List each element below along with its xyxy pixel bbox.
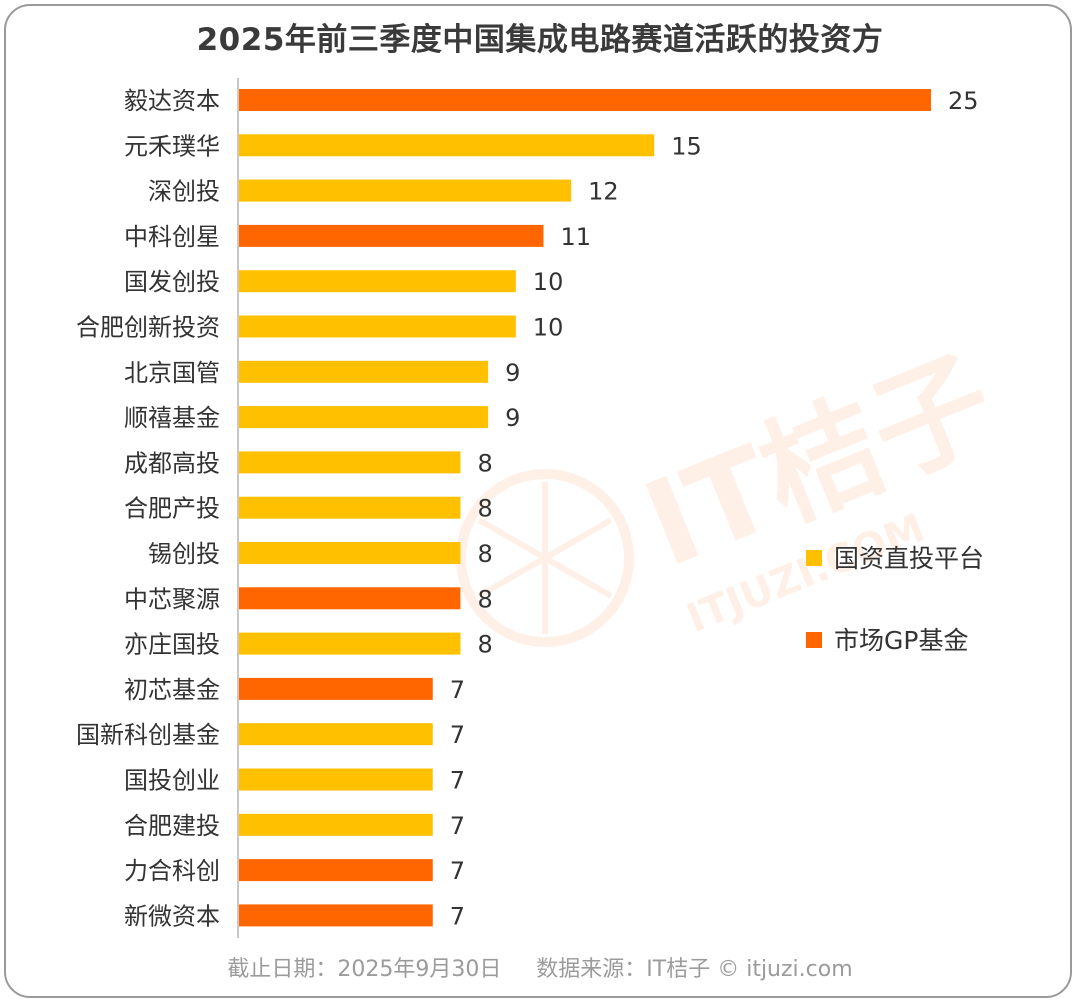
- category-label: 国投创业: [124, 767, 220, 795]
- bar: [239, 632, 461, 655]
- data-label: 7: [450, 857, 465, 885]
- bar: [239, 360, 489, 383]
- footer-source: 截止日期：2025年9月30日 数据来源：IT桔子 © itjuzi.com: [227, 957, 853, 982]
- data-label: 11: [560, 223, 591, 251]
- category-label: 锡创投: [148, 540, 220, 568]
- legend-swatch: [806, 632, 822, 648]
- data-label: 7: [450, 767, 465, 795]
- data-label: 8: [477, 540, 492, 568]
- data-label: 8: [477, 449, 492, 477]
- category-label: 中科创星: [124, 223, 220, 251]
- category-label: 合肥建投: [124, 812, 220, 840]
- bar: [239, 859, 433, 882]
- category-label: 元禾璞华: [124, 132, 220, 160]
- legend-label: 国资直投平台: [834, 544, 984, 573]
- data-label: 7: [450, 721, 465, 749]
- data-label: 7: [450, 812, 465, 840]
- data-label: 9: [505, 359, 520, 387]
- legend-label: 市场GP基金: [834, 626, 968, 655]
- data-label: 8: [477, 495, 492, 523]
- data-label: 7: [450, 676, 465, 704]
- data-label: 15: [671, 132, 702, 160]
- category-label: 北京国管: [124, 359, 220, 387]
- bar: [239, 542, 461, 564]
- bar: [239, 315, 516, 338]
- bar: [239, 677, 433, 700]
- category-label: 亦庄国投: [124, 631, 220, 659]
- data-label: 10: [533, 314, 564, 342]
- category-label: 合肥创新投资: [76, 314, 220, 342]
- bar: [239, 768, 433, 791]
- category-label: 毅达资本: [124, 87, 220, 115]
- bar: [239, 813, 433, 836]
- bar: [239, 904, 433, 927]
- chart-frame: [4, 4, 1072, 998]
- data-label: 25: [948, 87, 979, 115]
- bar: [239, 406, 489, 429]
- category-label: 国新科创基金: [76, 721, 220, 749]
- category-label: 中芯聚源: [124, 585, 220, 613]
- data-label: 12: [588, 178, 619, 206]
- bar: [239, 134, 655, 157]
- bar: [239, 496, 461, 519]
- category-label: 力合科创: [124, 857, 220, 885]
- legend-swatch: [806, 550, 822, 566]
- category-label: 顺禧基金: [124, 404, 220, 432]
- category-label: 新微资本: [124, 902, 220, 930]
- category-label: 初芯基金: [124, 676, 220, 704]
- chart-title: 2025年前三季度中国集成电路赛道活跃的投资方: [196, 22, 884, 58]
- bar: [239, 270, 516, 293]
- data-label: 8: [477, 631, 492, 659]
- category-label: 成都高投: [124, 449, 220, 477]
- bar: [239, 723, 433, 746]
- data-label: 10: [533, 268, 564, 296]
- bar: [239, 451, 461, 474]
- category-label: 合肥产投: [124, 495, 220, 523]
- bar: [239, 89, 931, 111]
- data-label: 7: [450, 902, 465, 930]
- category-label: 深创投: [148, 178, 220, 206]
- data-label: 9: [505, 404, 520, 432]
- bar: [239, 224, 544, 247]
- category-label: 国发创投: [124, 268, 220, 296]
- data-label: 8: [477, 585, 492, 613]
- bar: [239, 179, 572, 202]
- bar: [239, 587, 461, 610]
